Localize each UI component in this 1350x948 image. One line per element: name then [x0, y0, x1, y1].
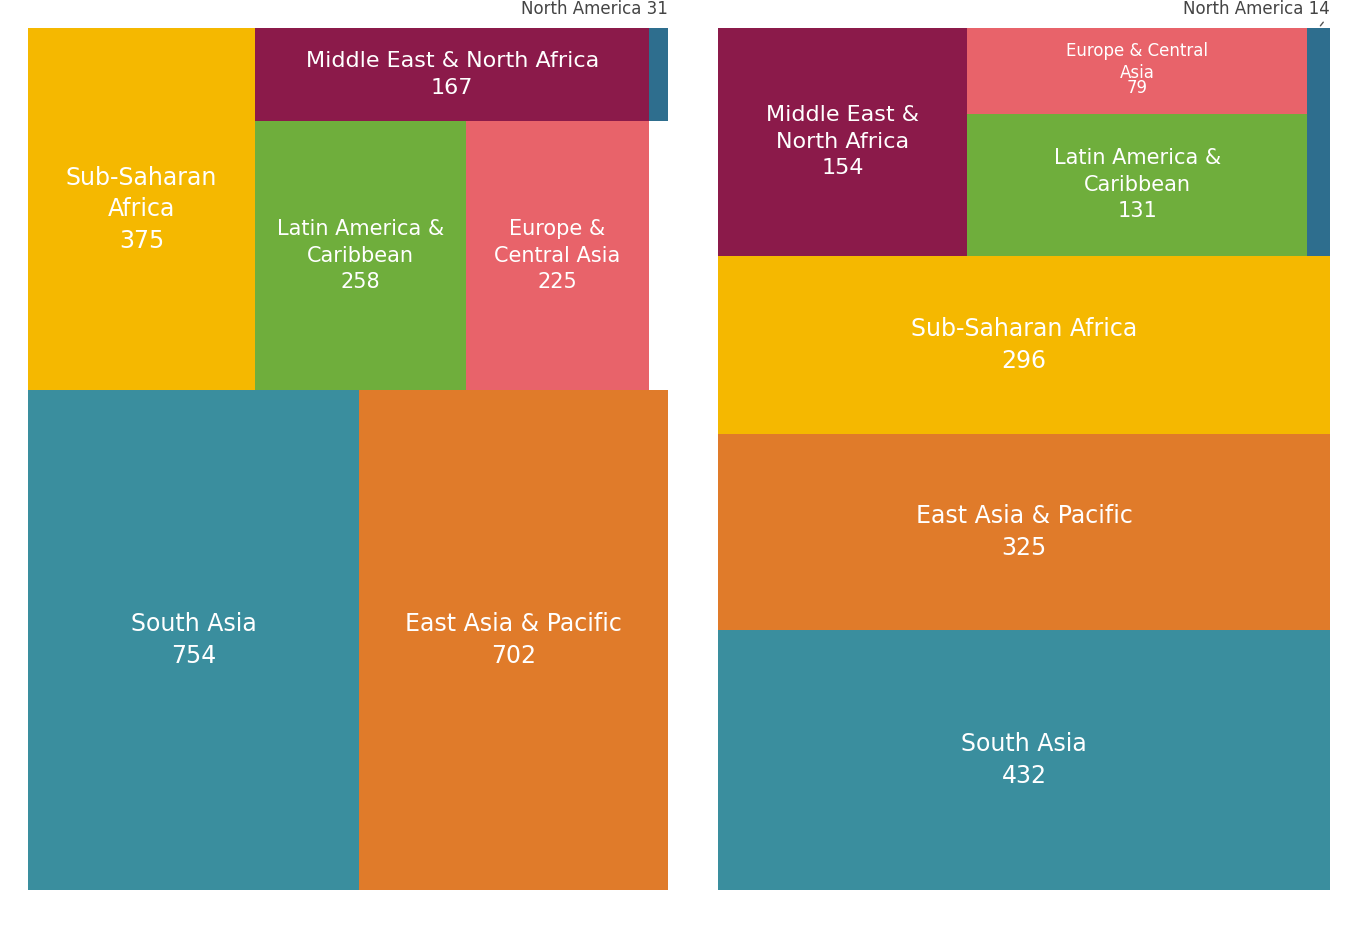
Bar	[255, 28, 649, 121]
Text: East Asia & Pacific
325: East Asia & Pacific 325	[915, 504, 1133, 559]
Text: Middle East &
North Africa
154: Middle East & North Africa 154	[767, 105, 919, 178]
Bar	[718, 256, 1330, 434]
Text: South Asia
432: South Asia 432	[961, 732, 1087, 788]
Text: Europe &
Central Asia
225: Europe & Central Asia 225	[494, 219, 621, 292]
Bar	[718, 434, 1330, 629]
Bar	[255, 121, 466, 391]
Bar	[28, 28, 255, 391]
Text: South Asia
754: South Asia 754	[131, 612, 256, 668]
Bar	[466, 121, 649, 391]
Text: 79: 79	[1127, 79, 1148, 97]
Bar	[359, 391, 668, 890]
Bar	[649, 28, 668, 121]
Bar	[718, 28, 968, 256]
Text: Sub-Saharan
Africa
375: Sub-Saharan Africa 375	[66, 166, 217, 253]
Text: Sub-Saharan Africa
296: Sub-Saharan Africa 296	[911, 317, 1137, 373]
Text: North America 14: North America 14	[1183, 0, 1330, 18]
Text: Latin America &
Caribbean
258: Latin America & Caribbean 258	[277, 219, 444, 292]
Text: Latin America &
Caribbean
131: Latin America & Caribbean 131	[1054, 148, 1220, 221]
Text: East Asia & Pacific
702: East Asia & Pacific 702	[405, 612, 622, 668]
Bar	[968, 28, 1307, 114]
Text: Europe & Central
Asia: Europe & Central Asia	[1066, 42, 1208, 82]
Text: Middle East & North Africa
167: Middle East & North Africa 167	[305, 51, 599, 98]
Bar	[968, 114, 1307, 256]
Text: North America 31: North America 31	[521, 0, 668, 18]
Bar	[718, 629, 1330, 890]
Bar	[1307, 28, 1330, 256]
Bar	[28, 391, 359, 890]
